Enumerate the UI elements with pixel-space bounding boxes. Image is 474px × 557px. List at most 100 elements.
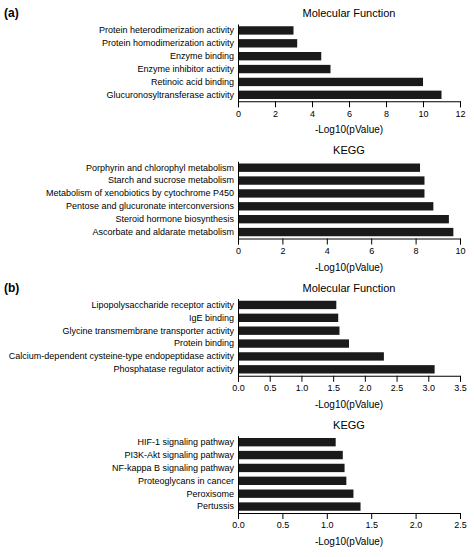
panel: 0246810Ascorbate and aldarate metabolism… <box>46 144 466 272</box>
tick: 6 <box>369 239 374 256</box>
bar <box>238 52 321 60</box>
tick-label: 3.5 <box>454 383 467 393</box>
tick: 2 <box>280 239 285 256</box>
axis-title: -Log10(pValue) <box>315 399 383 410</box>
axis-line <box>239 376 461 382</box>
tick-label: Glucuronosyltransferase activity <box>106 90 234 100</box>
tick-label: 0.0 <box>232 383 245 393</box>
tick-label: 2.5 <box>454 520 467 530</box>
tick-label: PI3K-Akt signaling pathway <box>124 450 234 460</box>
tick-label: 8 <box>414 246 419 256</box>
tick: Glucuronosyltransferase activity <box>106 90 234 100</box>
tick: 0.0 <box>232 376 245 393</box>
tick: 10 <box>455 239 465 256</box>
bar <box>238 301 336 309</box>
tick-mark <box>238 376 239 382</box>
tick-mark <box>282 239 283 245</box>
tick-label: 6 <box>369 246 374 256</box>
tick: Calcium-dependent cysteine-type endopept… <box>9 351 235 361</box>
tick: 4 <box>310 101 315 118</box>
tick: Porphyrin and chlorophyl metabolism <box>86 163 234 173</box>
tick: 3.5 <box>454 376 467 393</box>
tick-mark <box>397 376 398 382</box>
tick: 2.0 <box>359 376 372 393</box>
tick-label: 8 <box>384 109 389 119</box>
panel: 024681012Glucuronosyltransferase activit… <box>99 7 466 135</box>
tick-mark <box>416 513 417 519</box>
axis-line <box>238 299 239 376</box>
tick: Enzyme inhibitor activity <box>137 64 234 74</box>
tick-mark <box>416 239 417 245</box>
value-axis: 024681012 <box>236 101 466 118</box>
tick-label: 2.0 <box>359 383 372 393</box>
tick: HIF-1 signaling pathway <box>137 437 234 447</box>
bar <box>238 438 336 446</box>
axis-line <box>238 25 239 102</box>
panel: 0.00.51.01.52.02.53.03.5Phosphatase regu… <box>9 282 467 410</box>
tick-mark <box>371 239 372 245</box>
bar <box>238 202 433 210</box>
tick-label: HIF-1 signaling pathway <box>137 437 234 447</box>
tick-label: Proteoglycans in cancer <box>138 476 234 486</box>
category-axis: Glucuronosyltransferase activity Retinoic… <box>99 25 239 102</box>
bar <box>238 78 423 86</box>
bar <box>238 91 442 99</box>
tick: NF-kappa B signaling pathway <box>112 463 235 473</box>
bar <box>238 490 353 498</box>
tick-mark <box>238 239 239 245</box>
tick-mark <box>365 376 366 382</box>
tick-label: IgE binding <box>189 313 234 323</box>
tick-label: 2 <box>280 246 285 256</box>
tick: Ascorbate and aldarate metabolism <box>92 227 234 237</box>
bar <box>238 189 424 197</box>
bars <box>238 26 442 99</box>
bars <box>238 438 361 511</box>
axis-title: -Log10(pValue) <box>315 124 383 135</box>
tick-label: 3.0 <box>423 383 436 393</box>
tick-label: 1.5 <box>327 383 340 393</box>
panel-label: (b) <box>4 281 19 295</box>
tick-mark <box>327 513 328 519</box>
tick-label: 2.0 <box>410 520 423 530</box>
tick-mark <box>275 101 276 107</box>
tick: Proteoglycans in cancer <box>138 476 234 486</box>
tick: PI3K-Akt signaling pathway <box>124 450 234 460</box>
panel-label: (a) <box>4 6 19 20</box>
panel: 0.0 0.5 1.0 1.5 2.0 2.5 Pertussis Peroxisome Pro… <box>112 419 467 547</box>
tick-label: Ascorbate and aldarate metabolism <box>92 227 234 237</box>
tick-label: 12 <box>455 109 465 119</box>
tick: 0.5 <box>277 513 290 530</box>
tick-mark <box>333 376 334 382</box>
tick: 1.5 <box>365 513 378 530</box>
tick-label: NF-kappa B signaling pathway <box>112 463 235 473</box>
bar <box>238 164 420 172</box>
tick-label: Calcium-dependent cysteine-type endopept… <box>9 351 235 361</box>
axis-line <box>238 436 239 513</box>
axis-line <box>238 162 239 239</box>
bar <box>238 176 424 184</box>
tick: Protein heterodimerization activity <box>99 25 235 35</box>
tick-mark <box>460 101 461 107</box>
tick: Retinoic acid binding <box>151 77 234 87</box>
tick: 2 <box>273 101 278 118</box>
tick-label: 1.0 <box>296 383 309 393</box>
tick: 8 <box>414 239 419 256</box>
tick-label: Lipopolysaccharide receptor activity <box>91 300 234 310</box>
bar <box>238 477 346 485</box>
tick-label: Pertussis <box>197 501 235 511</box>
bar <box>238 26 294 34</box>
tick-mark <box>460 239 461 245</box>
tick-label: 1.5 <box>365 520 378 530</box>
tick-mark <box>270 376 271 382</box>
tick-mark <box>386 101 387 107</box>
bar <box>238 451 343 459</box>
chart-root: 0 2 4 6 8 10 12 Glucuronosyltransferase activit… <box>0 0 474 557</box>
tick-label: 1.0 <box>321 520 334 530</box>
tick-label: 0.0 <box>232 520 245 530</box>
axis-title: -Log10(pValue) <box>315 536 383 547</box>
value-axis: 0246810 <box>236 239 466 256</box>
tick-label: Phosphatase regulator activity <box>113 364 234 374</box>
axis-title: -Log10(pValue) <box>315 262 383 273</box>
tick: 0 <box>236 239 241 256</box>
tick: Peroxisome <box>186 489 234 499</box>
